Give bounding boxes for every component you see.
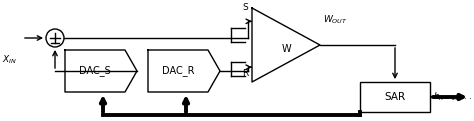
- Text: DAC_S: DAC_S: [79, 66, 111, 76]
- Text: S: S: [242, 4, 248, 12]
- Bar: [360, 82, 430, 112]
- Text: $W_{OUT}$: $W_{OUT}$: [323, 14, 348, 26]
- Text: SAR: SAR: [384, 92, 406, 102]
- Text: $X_{IN}$: $X_{IN}$: [2, 54, 17, 66]
- Text: R: R: [242, 68, 248, 77]
- Text: DAC_R: DAC_R: [162, 66, 194, 76]
- Text: W: W: [281, 44, 291, 54]
- Text: $b_{n-1},...,b_0$: $b_{n-1},...,b_0$: [433, 91, 474, 103]
